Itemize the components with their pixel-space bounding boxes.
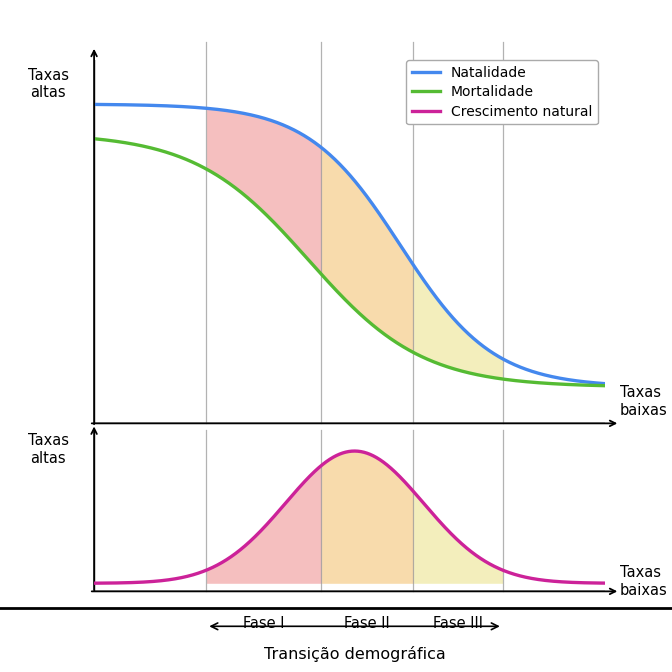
Text: Fase I: Fase I bbox=[243, 616, 285, 630]
Text: Fase II: Fase II bbox=[345, 616, 390, 630]
Text: Fase III: Fase III bbox=[433, 616, 483, 630]
Text: Transição demográfica: Transição demográfica bbox=[263, 646, 446, 663]
Legend: Natalidade, Mortalidade, Crescimento natural: Natalidade, Mortalidade, Crescimento nat… bbox=[407, 60, 598, 124]
Text: Taxas
baixas: Taxas baixas bbox=[620, 565, 668, 598]
Text: Taxas
altas: Taxas altas bbox=[28, 433, 69, 466]
Text: Taxas
altas: Taxas altas bbox=[28, 68, 69, 100]
Text: Taxas
baixas: Taxas baixas bbox=[620, 385, 668, 418]
